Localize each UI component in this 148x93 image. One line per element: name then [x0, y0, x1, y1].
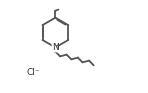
Text: +: + [54, 43, 60, 49]
Text: Cl⁻: Cl⁻ [26, 68, 40, 77]
Text: N: N [52, 43, 59, 52]
